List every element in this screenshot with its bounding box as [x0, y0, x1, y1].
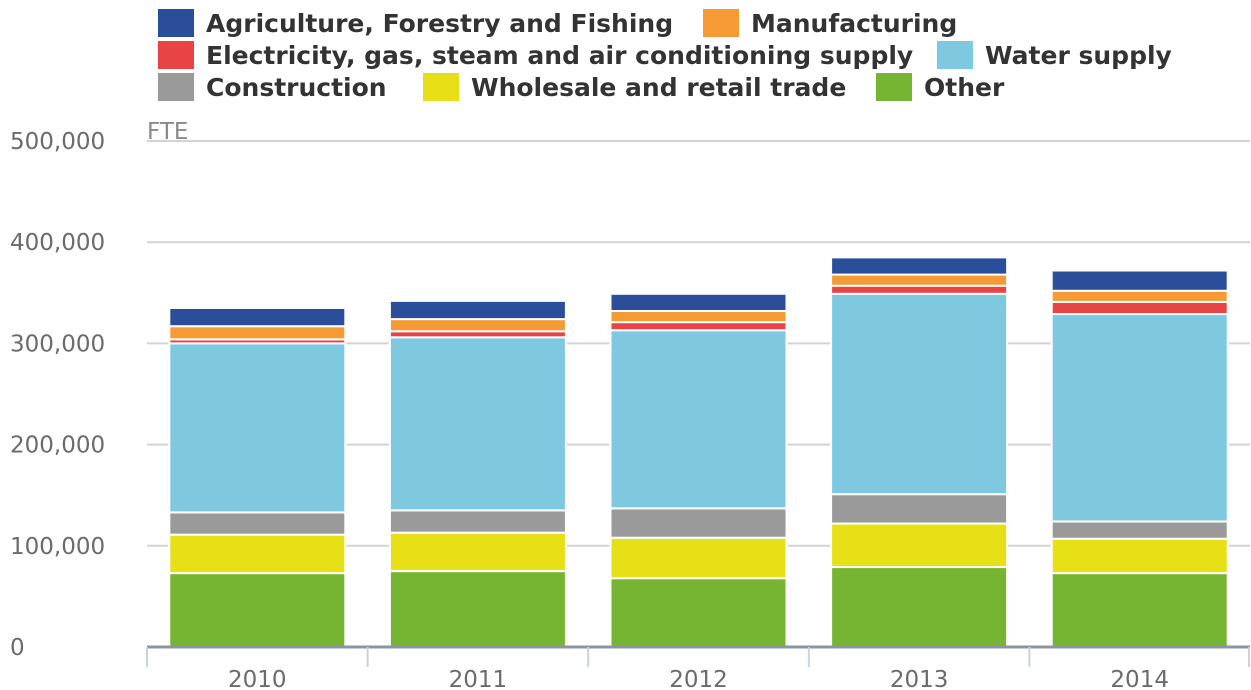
bar-segment: [830, 284, 1009, 295]
bar-segment: [168, 511, 347, 536]
axes: 0 100,000 200,000 300,000 400,000 500,000 2010…: [10, 129, 1250, 690]
bar-segment: [609, 321, 788, 332]
legend-swatch-construction: [158, 73, 194, 101]
x-tick-label: 2012: [669, 667, 728, 690]
y-axis-unit-label: FTE: [147, 119, 188, 145]
y-tick-label: 300,000: [10, 331, 105, 357]
legend-item-electricity: Electricity, gas, steam and air conditio…: [158, 40, 913, 70]
legend-label-wholesale: Wholesale and retail trade: [471, 72, 847, 102]
legend-label-agriculture: Agriculture, Forestry and Fishing: [206, 8, 674, 38]
legend-item-construction: Construction: [158, 72, 387, 102]
bar-segment: [388, 299, 567, 321]
bar-segment: [388, 570, 567, 648]
bar-segment: [830, 256, 1009, 276]
bar-segment: [830, 566, 1009, 648]
bar-segment: [168, 325, 347, 341]
legend-label-electricity: Electricity, gas, steam and air conditio…: [206, 40, 914, 70]
bar-segment: [609, 329, 788, 510]
bar-segment: [388, 318, 567, 333]
legend-swatch-other: [876, 73, 912, 101]
bar-segment: [1050, 520, 1229, 540]
x-tick-label: 2010: [228, 667, 287, 690]
bar-segment: [1050, 269, 1229, 292]
x-tick-label: 2011: [449, 667, 508, 690]
bar-segment: [830, 273, 1009, 287]
bar-segment: [830, 522, 1009, 569]
y-tick-label: 400,000: [10, 230, 105, 256]
bar-segment: [830, 292, 1009, 496]
bar-segment: [1050, 572, 1229, 649]
legend-label-construction: Construction: [206, 72, 387, 102]
x-tick-label: 2013: [890, 667, 949, 690]
bar-segment: [168, 533, 347, 575]
bar-segment: [168, 572, 347, 649]
legend-swatch-water-supply: [937, 41, 973, 69]
bar-segment: [609, 507, 788, 539]
x-tick-label: 2014: [1110, 667, 1169, 690]
bar-segment: [609, 577, 788, 649]
y-tick-label: 500,000: [10, 129, 105, 155]
legend-label-manufacturing: Manufacturing: [751, 8, 958, 38]
bar-segment: [1050, 289, 1229, 303]
bar-segment: [1050, 537, 1229, 575]
legend-item-other: Other: [876, 72, 1004, 102]
bar-segment: [609, 310, 788, 324]
legend-swatch-wholesale: [423, 73, 459, 101]
legend-label-water-supply: Water supply: [985, 40, 1172, 70]
y-tick-label: 0: [10, 635, 25, 661]
bar-segment: [168, 342, 347, 514]
bar-segment: [388, 336, 567, 512]
bar-segment: [168, 306, 347, 328]
legend-item-manufacturing: Manufacturing: [703, 8, 957, 38]
y-tick-label: 100,000: [10, 534, 105, 560]
y-tick-label: 200,000: [10, 433, 105, 459]
bar-segment: [388, 509, 567, 534]
legend-item-wholesale: Wholesale and retail trade: [423, 72, 846, 102]
bar-segment: [1050, 300, 1229, 316]
bar-segment: [609, 292, 788, 313]
legend-item-agriculture: Agriculture, Forestry and Fishing: [158, 8, 673, 38]
legend-swatch-electricity: [158, 41, 194, 69]
legend-item-water-supply: Water supply: [937, 40, 1172, 70]
bar-segment: [609, 536, 788, 580]
legend-swatch-manufacturing: [703, 9, 739, 37]
legend-swatch-agriculture: [158, 9, 194, 37]
bar-segment: [388, 531, 567, 573]
bar-segment: [1050, 313, 1229, 523]
bar-segment: [830, 493, 1009, 525]
bars: [168, 256, 1229, 649]
legend-label-other: Other: [924, 72, 1005, 102]
